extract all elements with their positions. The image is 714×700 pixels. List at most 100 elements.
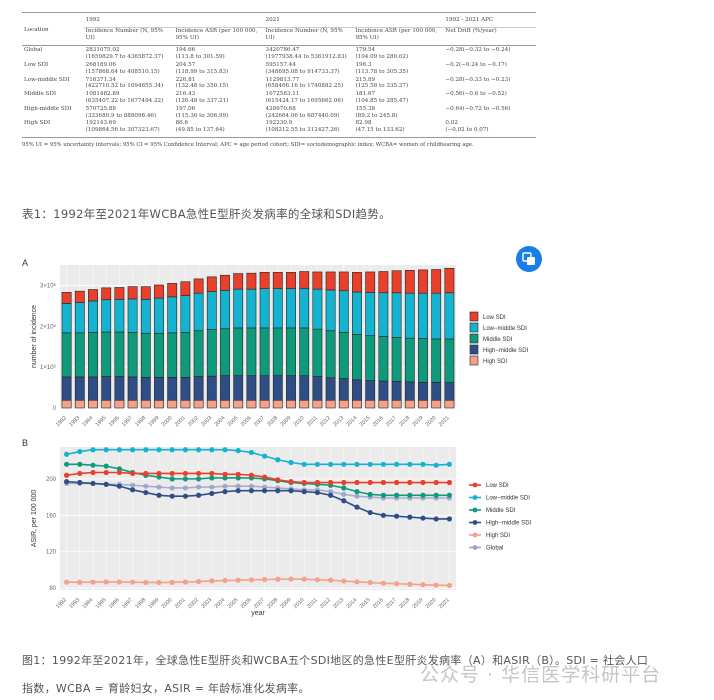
x-tick-label: 2014 (346, 415, 359, 428)
table-cell: 3420786.47 (1977938.44 to 5361912.83) (264, 46, 354, 61)
bar-segment (286, 272, 296, 289)
bar-segment (259, 399, 270, 409)
data-point (354, 489, 360, 495)
table-cell: 181.67 (104.85 to 285.47) (353, 90, 443, 105)
table-cell: 194.66 (113.8 to 301.59) (174, 46, 264, 61)
table-cell: 1081482.89 (635407.22 to 1677494.22) (84, 90, 174, 105)
bar-segment (101, 331, 112, 377)
bar-segment (378, 271, 389, 294)
data-point (446, 582, 452, 589)
data-point (103, 469, 109, 476)
bar-segment (74, 302, 85, 334)
cell-text: (109864.56 to 307323.67) (85, 127, 160, 134)
cell-text: (1659829.7 to 4365872.37) (85, 54, 164, 61)
data-point (116, 469, 122, 476)
data-point (407, 492, 413, 498)
data-point (209, 470, 215, 477)
data-point (262, 484, 268, 490)
data-point (196, 578, 202, 585)
data-point (328, 479, 334, 486)
table-cell: High-middle SDI (22, 105, 84, 120)
data-point (222, 471, 228, 477)
data-point (77, 579, 83, 585)
data-point (354, 461, 360, 467)
bar-segment (352, 399, 362, 409)
data-point (103, 463, 109, 469)
cell-text: (157868.64 to 408510.15) (85, 68, 160, 75)
bar-segment (61, 399, 72, 409)
table-cell: 86.6 (49.85 to 137.64) (174, 119, 264, 134)
data-point (407, 581, 413, 587)
table-caption: 表1：1992年至2021年WCBA急性E型肝炎发病率的全球和SDI趋势。 (22, 207, 391, 221)
cell-text: (125.58 to 335.37) (355, 83, 409, 90)
legend-swatch (469, 333, 479, 344)
cell-text: −0.28(−0.33 to −0.23) (445, 76, 511, 83)
data-point (90, 447, 96, 453)
col-number-2021: Incidence Number (N, 95% UI) (263, 27, 354, 47)
x-tick-label: 1992 (55, 415, 68, 428)
x-tick-label: 2010 (293, 415, 306, 428)
bar-segment (404, 381, 415, 401)
bar-segment (338, 378, 349, 401)
data-point (103, 481, 109, 487)
table-cell: 1072583.11 (615424.17 to 1695662.06) (264, 90, 354, 105)
data-point (354, 479, 360, 486)
data-point (209, 484, 215, 490)
legend-label: High−middle SDI (486, 521, 532, 527)
bar-segment (220, 375, 230, 401)
y-tick-label: 0 (53, 406, 57, 412)
bar-segment (299, 375, 310, 401)
data-point (130, 579, 136, 585)
legend-label: Middle SDI (486, 508, 516, 514)
data-point (275, 488, 281, 494)
panel-label: A (22, 258, 28, 268)
table-cell: 192230.9 (108212.55 to 312427.26) (264, 119, 354, 134)
cell-text: 3420786.47 (265, 47, 300, 54)
bar-segment (378, 380, 389, 401)
x-tick-label: 2010 (293, 597, 306, 610)
table-cell: 268189.06 (157868.64 to 408510.15) (84, 61, 174, 76)
data-point (196, 484, 202, 490)
bar-segment (154, 377, 164, 401)
cell-text: 194.66 (175, 47, 196, 54)
data-point (169, 476, 175, 482)
data-point (433, 582, 439, 588)
table-cell: 0.02 (−0.02 to 0.07) (443, 119, 536, 134)
cell-text: (108212.55 to 312427.26) (265, 127, 340, 134)
table-cell: 716371.34 (422710.52 to 1094855.34) (84, 76, 174, 91)
data-point (446, 492, 452, 498)
cell-text: (104.09 to 280.62) (355, 54, 409, 61)
bar-segment (206, 375, 217, 401)
incidence-table: 1992 2021 1992 - 2021 APC Location Incid… (22, 12, 536, 148)
cell-text: (115.36 to 306.99) (175, 112, 229, 119)
table-cell: Middle SDI (22, 90, 84, 105)
cell-text: (422710.52 to 1094855.34) (85, 83, 164, 90)
bar-segment (193, 330, 204, 377)
bar-segment (404, 270, 415, 294)
bar-segment (220, 399, 230, 409)
bar-segment (140, 377, 151, 401)
bar-segment (312, 376, 323, 401)
cell-text: (49.85 to 137.64) (175, 127, 225, 134)
bar-segment (246, 327, 257, 377)
bar-segment (206, 399, 217, 409)
plot-background (60, 265, 456, 408)
legend-marker (472, 532, 478, 538)
data-point (64, 451, 70, 457)
translate-button[interactable] (516, 246, 542, 272)
bar-segment (272, 399, 283, 409)
data-point (354, 504, 360, 510)
bar-segment (127, 298, 138, 333)
data-point (169, 493, 175, 499)
bar-segment (338, 271, 349, 292)
bar-segment (404, 399, 415, 409)
cell-text: High-middle SDI (24, 105, 72, 112)
bar-segment (220, 274, 230, 291)
year-header-apc: 1992 - 2021 APC (443, 12, 536, 28)
x-tick-label: 2005 (227, 597, 240, 610)
cell-text: −0.56(−0.6 to −0.52) (445, 91, 507, 98)
bar-segment (325, 289, 336, 332)
cell-text: 155.38 (355, 105, 376, 112)
data-point (380, 512, 386, 518)
data-point (433, 492, 439, 498)
